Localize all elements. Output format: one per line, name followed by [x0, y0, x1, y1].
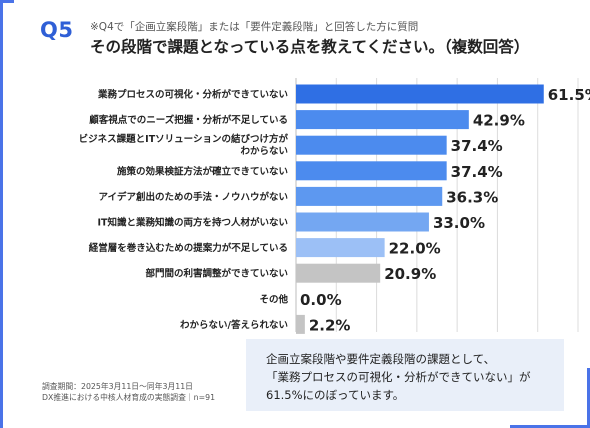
question-number: Q5 [40, 18, 74, 42]
value-label: 2.2% [309, 316, 351, 334]
bar [296, 212, 429, 232]
category-label: その他 [259, 293, 288, 305]
category-label: IT知識と業務知識の両方を持つ人材がいない [97, 217, 288, 229]
note-line: 企画立案段階や要件定義段階の課題として、 [266, 352, 496, 366]
frame-accent-top [0, 0, 14, 3]
note-line: 61.5%にのぼっています。 [266, 388, 405, 402]
category-label: 施策の効果検証方法が確立できていない [117, 165, 288, 177]
bar [296, 84, 544, 104]
value-label: 36.3% [446, 188, 498, 206]
survey-period: 調査期間：2025年3月11日～同年3月11日 [42, 382, 193, 391]
bar [296, 314, 305, 334]
bar [296, 110, 469, 130]
frame-accent-left [0, 0, 3, 428]
value-label: 0.0% [300, 291, 342, 309]
category-label: ビジネス課題とITソリューションの結びつけ方がわからない [79, 133, 289, 157]
value-label: 37.4% [451, 137, 503, 155]
bar [296, 238, 385, 258]
category-label: わからない/答えられない [180, 319, 288, 331]
frame-accent-bottom [510, 425, 590, 428]
question-title: その段階で課題となっている点を教えてください。（複数回答） [90, 38, 530, 56]
bar [296, 135, 447, 155]
value-label: 42.9% [473, 112, 525, 130]
summary-note: 企画立案段階や要件定義段階の課題として、 「業務プロセスの可視化・分析ができてい… [246, 339, 564, 411]
category-label: 顧客視点でのニーズ把握・分析が不足している [89, 114, 288, 126]
category-label: 部門間の利害調整ができていない [145, 268, 288, 280]
frame-accent-right [587, 368, 590, 428]
bar [296, 263, 381, 283]
note-line: 「業務プロセスの可視化・分析ができていない」が [266, 370, 531, 384]
question-condition: ※Q4で「企画立案段階」または「要件定義段階」と回答した方に質問 [90, 21, 419, 33]
value-label: 22.0% [389, 240, 441, 258]
bar [296, 186, 443, 206]
category-label: アイデア創出のための手法・ノウハウがない [98, 191, 288, 203]
survey-source: DX推進における中核人材育成の実態調査｜n=91 [42, 393, 216, 402]
value-label: 37.4% [451, 163, 503, 181]
value-label: 33.0% [433, 214, 485, 232]
bar [296, 161, 447, 181]
value-label: 61.5% [548, 86, 590, 104]
category-label: 経営層を巻き込むための提案力が不足している [89, 242, 288, 254]
category-label: 業務プロセスの可視化・分析ができていない [97, 89, 288, 101]
value-label: 20.9% [384, 265, 436, 283]
